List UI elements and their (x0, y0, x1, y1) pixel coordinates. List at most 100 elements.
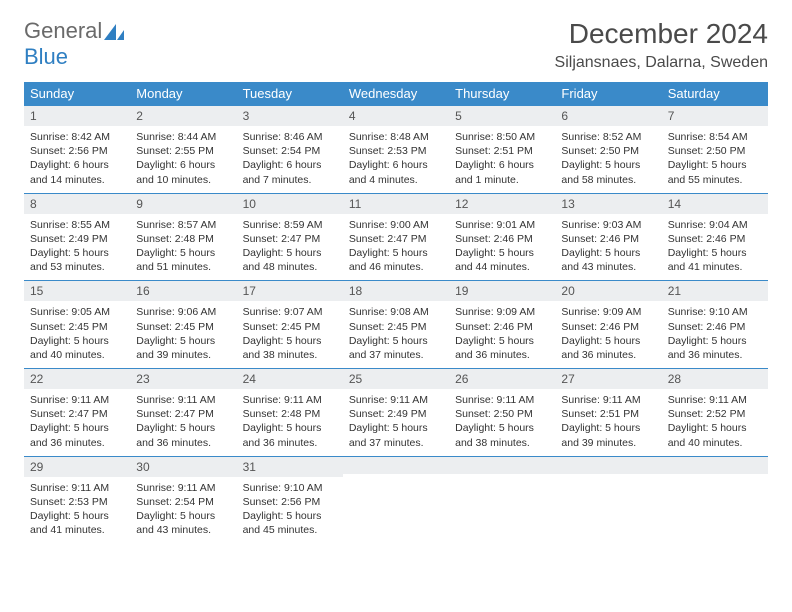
calendar-day: 17Sunrise: 9:07 AMSunset: 2:45 PMDayligh… (237, 280, 343, 368)
day-number: 25 (343, 368, 449, 389)
day-content: Sunrise: 8:42 AMSunset: 2:56 PMDaylight:… (24, 126, 130, 193)
day-number: 2 (130, 105, 236, 126)
day-number: 27 (555, 368, 661, 389)
day-content: Sunrise: 9:09 AMSunset: 2:46 PMDaylight:… (555, 301, 661, 368)
calendar-day: 2Sunrise: 8:44 AMSunset: 2:55 PMDaylight… (130, 105, 236, 193)
weekday-header: Monday (130, 82, 236, 105)
day-number: 6 (555, 105, 661, 126)
day-number: 7 (662, 105, 768, 126)
day-number: 22 (24, 368, 130, 389)
weekday-header: Tuesday (237, 82, 343, 105)
day-content: Sunrise: 9:06 AMSunset: 2:45 PMDaylight:… (130, 301, 236, 368)
day-content: Sunrise: 8:44 AMSunset: 2:55 PMDaylight:… (130, 126, 236, 193)
calendar-day: 11Sunrise: 9:00 AMSunset: 2:47 PMDayligh… (343, 193, 449, 281)
day-number: 23 (130, 368, 236, 389)
calendar-day: 23Sunrise: 9:11 AMSunset: 2:47 PMDayligh… (130, 368, 236, 456)
day-content: Sunrise: 9:11 AMSunset: 2:50 PMDaylight:… (449, 389, 555, 456)
calendar-day-empty (662, 456, 768, 544)
day-content: Sunrise: 9:09 AMSunset: 2:46 PMDaylight:… (449, 301, 555, 368)
calendar-day: 27Sunrise: 9:11 AMSunset: 2:51 PMDayligh… (555, 368, 661, 456)
calendar-day: 24Sunrise: 9:11 AMSunset: 2:48 PMDayligh… (237, 368, 343, 456)
day-content: Sunrise: 8:46 AMSunset: 2:54 PMDaylight:… (237, 126, 343, 193)
calendar-day: 28Sunrise: 9:11 AMSunset: 2:52 PMDayligh… (662, 368, 768, 456)
calendar-day: 5Sunrise: 8:50 AMSunset: 2:51 PMDaylight… (449, 105, 555, 193)
weekday-header: Thursday (449, 82, 555, 105)
day-content: Sunrise: 9:11 AMSunset: 2:52 PMDaylight:… (662, 389, 768, 456)
day-number: 10 (237, 193, 343, 214)
day-content: Sunrise: 9:05 AMSunset: 2:45 PMDaylight:… (24, 301, 130, 368)
location: Siljansnaes, Dalarna, Sweden (555, 54, 768, 72)
day-number-empty (343, 456, 449, 474)
calendar-week: 15Sunrise: 9:05 AMSunset: 2:45 PMDayligh… (24, 280, 768, 368)
day-content: Sunrise: 9:11 AMSunset: 2:53 PMDaylight:… (24, 477, 130, 544)
calendar-week: 29Sunrise: 9:11 AMSunset: 2:53 PMDayligh… (24, 456, 768, 544)
calendar-day: 31Sunrise: 9:10 AMSunset: 2:56 PMDayligh… (237, 456, 343, 544)
calendar-day: 21Sunrise: 9:10 AMSunset: 2:46 PMDayligh… (662, 280, 768, 368)
day-number: 3 (237, 105, 343, 126)
day-number: 15 (24, 280, 130, 301)
day-content: Sunrise: 9:11 AMSunset: 2:54 PMDaylight:… (130, 477, 236, 544)
header: General Blue December 2024 Siljansnaes, … (24, 18, 768, 72)
calendar-day: 8Sunrise: 8:55 AMSunset: 2:49 PMDaylight… (24, 193, 130, 281)
day-number: 26 (449, 368, 555, 389)
day-content: Sunrise: 9:00 AMSunset: 2:47 PMDaylight:… (343, 214, 449, 281)
day-number: 21 (662, 280, 768, 301)
day-number: 12 (449, 193, 555, 214)
day-number: 4 (343, 105, 449, 126)
day-content: Sunrise: 9:07 AMSunset: 2:45 PMDaylight:… (237, 301, 343, 368)
calendar-day: 3Sunrise: 8:46 AMSunset: 2:54 PMDaylight… (237, 105, 343, 193)
calendar-day: 6Sunrise: 8:52 AMSunset: 2:50 PMDaylight… (555, 105, 661, 193)
calendar-day: 1Sunrise: 8:42 AMSunset: 2:56 PMDaylight… (24, 105, 130, 193)
calendar-day-empty (343, 456, 449, 544)
calendar-day: 15Sunrise: 9:05 AMSunset: 2:45 PMDayligh… (24, 280, 130, 368)
calendar-day: 4Sunrise: 8:48 AMSunset: 2:53 PMDaylight… (343, 105, 449, 193)
day-content: Sunrise: 8:48 AMSunset: 2:53 PMDaylight:… (343, 126, 449, 193)
day-number: 5 (449, 105, 555, 126)
day-content: Sunrise: 9:11 AMSunset: 2:49 PMDaylight:… (343, 389, 449, 456)
calendar-day: 25Sunrise: 9:11 AMSunset: 2:49 PMDayligh… (343, 368, 449, 456)
calendar-day: 26Sunrise: 9:11 AMSunset: 2:50 PMDayligh… (449, 368, 555, 456)
day-number: 19 (449, 280, 555, 301)
calendar-day: 18Sunrise: 9:08 AMSunset: 2:45 PMDayligh… (343, 280, 449, 368)
logo-text-2: Blue (24, 44, 68, 69)
day-number: 8 (24, 193, 130, 214)
day-number: 9 (130, 193, 236, 214)
day-number: 31 (237, 456, 343, 477)
calendar-day: 9Sunrise: 8:57 AMSunset: 2:48 PMDaylight… (130, 193, 236, 281)
day-number: 28 (662, 368, 768, 389)
calendar-day: 7Sunrise: 8:54 AMSunset: 2:50 PMDaylight… (662, 105, 768, 193)
day-number: 16 (130, 280, 236, 301)
day-content: Sunrise: 9:03 AMSunset: 2:46 PMDaylight:… (555, 214, 661, 281)
day-content: Sunrise: 9:11 AMSunset: 2:47 PMDaylight:… (24, 389, 130, 456)
day-number: 13 (555, 193, 661, 214)
calendar-day-empty (449, 456, 555, 544)
weekday-header: Friday (555, 82, 661, 105)
month-title: December 2024 (555, 18, 768, 50)
day-content: Sunrise: 8:52 AMSunset: 2:50 PMDaylight:… (555, 126, 661, 193)
weekday-header: Saturday (662, 82, 768, 105)
day-number: 29 (24, 456, 130, 477)
day-number: 14 (662, 193, 768, 214)
day-content: Sunrise: 8:55 AMSunset: 2:49 PMDaylight:… (24, 214, 130, 281)
calendar-day: 20Sunrise: 9:09 AMSunset: 2:46 PMDayligh… (555, 280, 661, 368)
day-content: Sunrise: 9:11 AMSunset: 2:47 PMDaylight:… (130, 389, 236, 456)
day-number-empty (662, 456, 768, 474)
logo-text-1: General (24, 18, 102, 43)
day-content: Sunrise: 9:08 AMSunset: 2:45 PMDaylight:… (343, 301, 449, 368)
calendar-day: 14Sunrise: 9:04 AMSunset: 2:46 PMDayligh… (662, 193, 768, 281)
day-content: Sunrise: 9:10 AMSunset: 2:56 PMDaylight:… (237, 477, 343, 544)
calendar-day: 22Sunrise: 9:11 AMSunset: 2:47 PMDayligh… (24, 368, 130, 456)
logo-sail-icon (104, 24, 124, 40)
logo: General Blue (24, 18, 124, 70)
day-number: 24 (237, 368, 343, 389)
calendar-day: 30Sunrise: 9:11 AMSunset: 2:54 PMDayligh… (130, 456, 236, 544)
calendar-week: 8Sunrise: 8:55 AMSunset: 2:49 PMDaylight… (24, 193, 768, 281)
weekday-header: Sunday (24, 82, 130, 105)
day-content: Sunrise: 9:01 AMSunset: 2:46 PMDaylight:… (449, 214, 555, 281)
day-number-empty (555, 456, 661, 474)
calendar-day: 29Sunrise: 9:11 AMSunset: 2:53 PMDayligh… (24, 456, 130, 544)
calendar-day: 10Sunrise: 8:59 AMSunset: 2:47 PMDayligh… (237, 193, 343, 281)
day-content: Sunrise: 9:04 AMSunset: 2:46 PMDaylight:… (662, 214, 768, 281)
day-content: Sunrise: 8:57 AMSunset: 2:48 PMDaylight:… (130, 214, 236, 281)
calendar-table: SundayMondayTuesdayWednesdayThursdayFrid… (24, 82, 768, 543)
